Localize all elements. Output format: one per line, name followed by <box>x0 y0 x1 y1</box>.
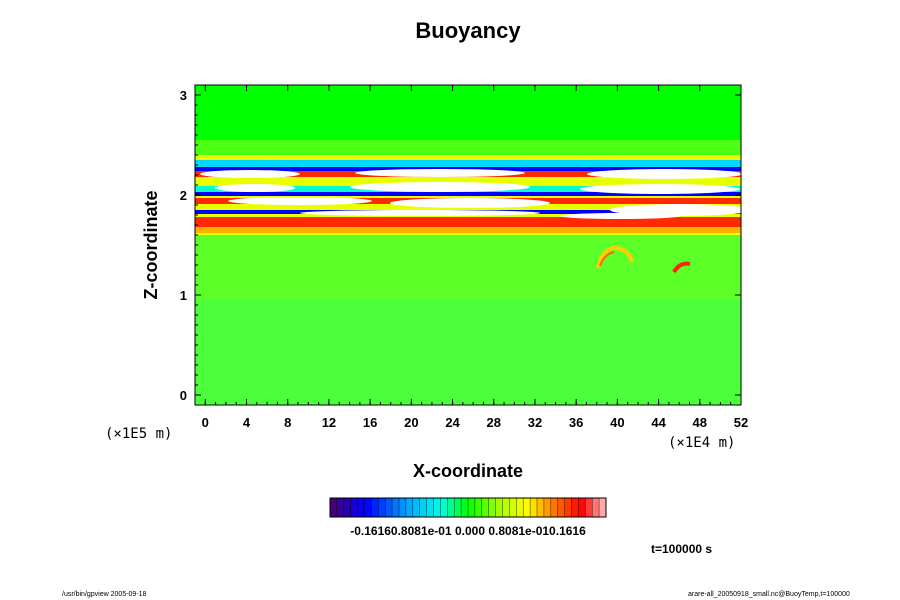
colorbar-cell-31 <box>543 498 552 517</box>
colorbar-cell-19 <box>461 498 469 517</box>
white-core-8 <box>390 198 550 208</box>
colorbar-cell-15 <box>433 498 441 517</box>
z-unit-label: (×1E5 m) <box>105 426 172 442</box>
white-core-4 <box>215 184 295 192</box>
x-tick-label-1: 4 <box>243 415 251 430</box>
colorbar-cell-11 <box>405 498 414 517</box>
y-tick-label-3: 3 <box>180 88 187 103</box>
x-tick-label-13: 52 <box>734 415 748 430</box>
plume-1-core <box>599 251 615 267</box>
colorbar-cell-27 <box>516 498 524 517</box>
colorbar-cell-4 <box>357 498 365 517</box>
x-tick-label-2: 8 <box>284 415 291 430</box>
colorbar-cells <box>329 498 607 517</box>
y-tick-label-0: 0 <box>180 388 187 403</box>
colorbar-cell-18 <box>454 498 462 517</box>
colorbar-cell-34 <box>564 498 572 517</box>
x-tick-label-5: 20 <box>404 415 418 430</box>
colorbar: -0.16160.8081e-01 0.000 0.8081e-010.1616 <box>329 497 607 538</box>
x-axis-title: X-coordinate <box>413 461 523 481</box>
colorbar-cell-36 <box>578 498 586 517</box>
footer-left: /usr/bin/gpview 2005-09-18 <box>62 591 147 598</box>
white-core-6 <box>580 184 740 194</box>
time-annotation: t=100000 s <box>651 542 712 556</box>
chart-title: Buoyancy <box>415 18 521 43</box>
colorbar-cell-35 <box>571 498 579 517</box>
x-tick-label-11: 44 <box>651 415 666 430</box>
colorbar-cell-10 <box>399 498 407 517</box>
colorbar-cell-26 <box>509 498 517 517</box>
band-cyan-upper <box>195 160 741 167</box>
colorbar-frame <box>329 497 607 518</box>
colorbar-cell-5 <box>364 498 372 517</box>
colorbar-cell-0 <box>330 498 338 517</box>
colorbar-cell-3 <box>350 498 358 517</box>
colorbar-cell-21 <box>474 498 483 517</box>
x-tick-label-9: 36 <box>569 415 583 430</box>
colorbar-cell-6 <box>371 498 379 517</box>
colorbar-cell-9 <box>392 498 400 517</box>
band-blue-upper <box>195 167 741 171</box>
colorbar-cell-7 <box>378 498 386 517</box>
white-core-11 <box>560 213 680 219</box>
thermal-plumes <box>596 245 691 274</box>
footer-right: arare-all_20050918_small.nc@BuoyTemp,t=1… <box>688 591 850 598</box>
colorbar-cell-30 <box>537 498 545 517</box>
colorbar-cell-38 <box>592 498 600 517</box>
colorbar-cell-23 <box>488 498 496 517</box>
y-tick-label-1: 1 <box>180 288 187 303</box>
colorbar-cell-16 <box>440 498 448 517</box>
colorbar-cell-12 <box>412 498 420 517</box>
colorbar-cell-22 <box>481 498 489 517</box>
y-axis-ticks: 0 1 2 3 <box>180 88 741 403</box>
band-blue-mid <box>195 192 741 196</box>
y-tick-label-2: 2 <box>180 188 187 203</box>
band-orange-base <box>195 227 741 233</box>
colorbar-cell-37 <box>585 498 593 517</box>
x-tick-label-6: 24 <box>445 415 460 430</box>
stratified-band <box>195 155 741 235</box>
colorbar-cell-24 <box>495 498 503 517</box>
plot-area <box>195 85 741 405</box>
colorbar-cell-39 <box>599 498 607 517</box>
x-tick-label-8: 32 <box>528 415 542 430</box>
colorbar-cell-29 <box>530 498 538 517</box>
colorbar-cell-8 <box>385 498 393 517</box>
white-core-3 <box>587 169 741 179</box>
x-tick-label-12: 48 <box>693 415 707 430</box>
x-tick-label-10: 40 <box>610 415 624 430</box>
band-red-base <box>195 217 741 229</box>
x-tick-label-3: 12 <box>322 415 336 430</box>
colorbar-cell-1 <box>336 498 345 517</box>
colorbar-cell-32 <box>550 498 558 517</box>
x-tick-label-7: 28 <box>487 415 501 430</box>
plume-2 <box>672 261 691 274</box>
colorbar-cell-17 <box>447 498 455 517</box>
colorbar-cell-14 <box>426 498 434 517</box>
white-core-7 <box>228 197 372 205</box>
bottom-field <box>195 300 741 405</box>
y-axis-title: Z-coordinate <box>141 190 161 299</box>
white-core-2 <box>355 169 525 177</box>
colorbar-cell-33 <box>557 498 565 517</box>
colorbar-cell-2 <box>343 498 351 517</box>
plume-1 <box>596 245 634 269</box>
white-core-5 <box>350 182 530 192</box>
white-core-9 <box>610 204 741 216</box>
colorbar-cell-25 <box>502 498 510 517</box>
white-core-10 <box>300 210 540 216</box>
x-tick-label-4: 16 <box>363 415 377 430</box>
colorbar-tick-labels: -0.16160.8081e-01 0.000 0.8081e-010.1616 <box>350 524 586 538</box>
colorbar-cell-28 <box>523 498 531 517</box>
x-unit-label: (×1E4 m) <box>668 435 735 451</box>
colorbar-cell-20 <box>468 498 476 517</box>
white-core-1 <box>200 170 300 178</box>
x-axis-ticks: 0 4 8 12 16 20 24 28 32 36 40 44 48 52 <box>202 85 748 430</box>
x-tick-label-0: 0 <box>202 415 209 430</box>
colorbar-cell-13 <box>419 498 427 517</box>
